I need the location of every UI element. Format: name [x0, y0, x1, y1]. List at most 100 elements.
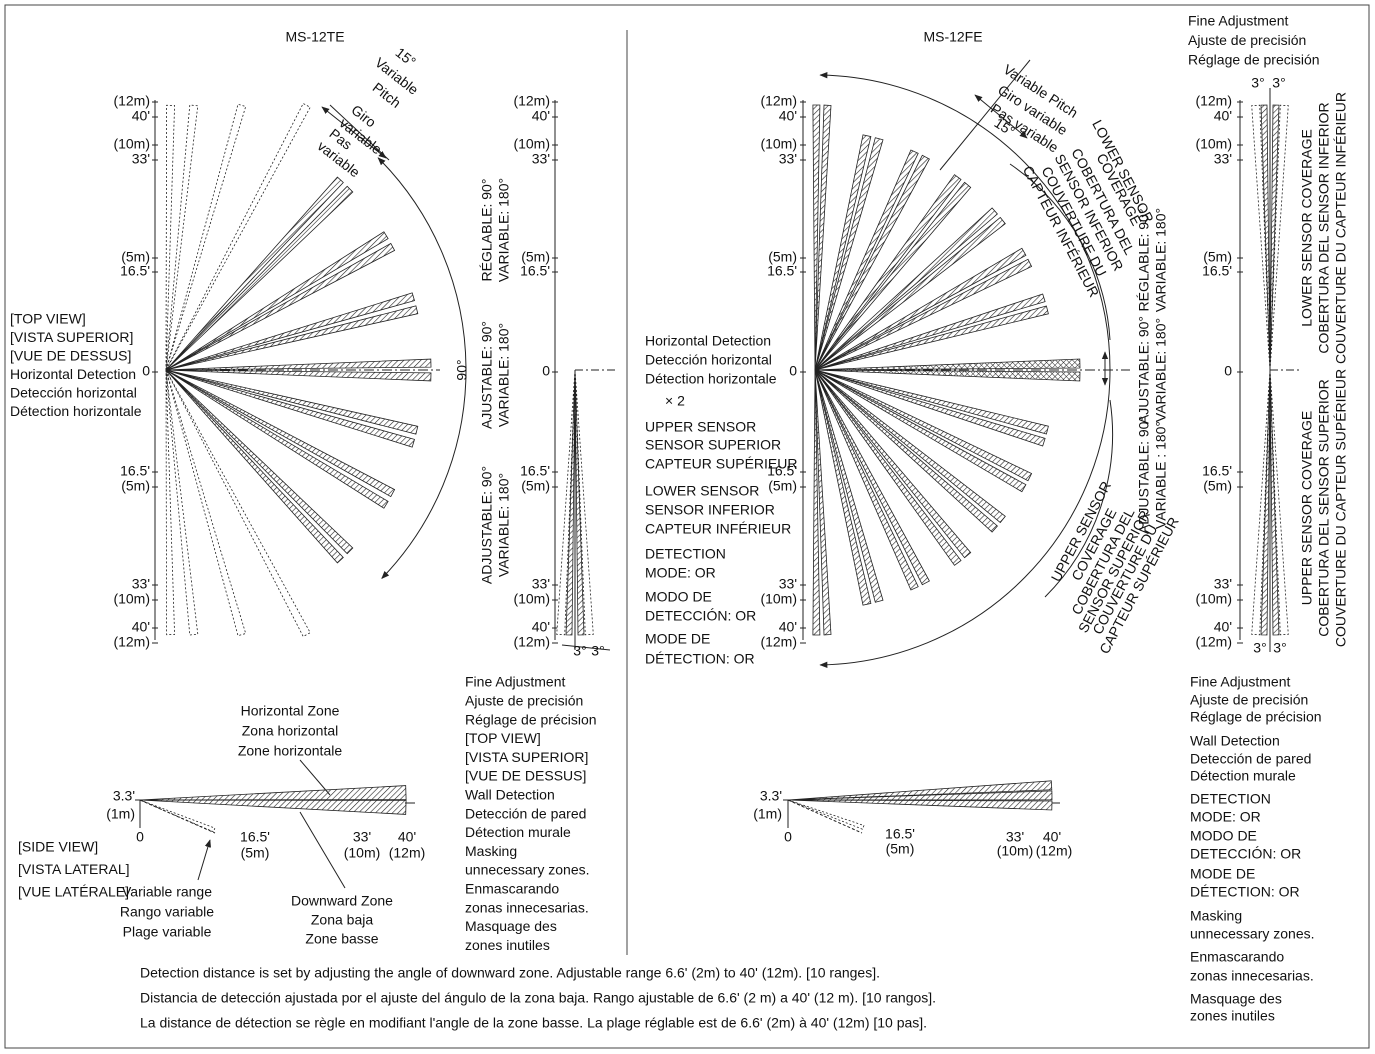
axis-label: 33' [1214, 151, 1232, 167]
legend-text: CAPTEUR INFÉRIEUR [645, 521, 791, 537]
axis-label: 0 [784, 829, 792, 845]
axis-label: (12m) [1036, 843, 1073, 859]
axis-label: 0 [542, 363, 550, 379]
detection-zone [1251, 104, 1271, 371]
range-label: ADJUSTABLE: 90° [1136, 416, 1152, 534]
leader [299, 759, 331, 796]
note-text: Détection murale [1190, 768, 1296, 784]
axis-label: 16.5' [240, 829, 270, 845]
label: [TOP VIEW] [465, 730, 541, 746]
detection-zone [814, 369, 962, 566]
detection-zone [814, 154, 930, 371]
coverage-label: UPPER SENSOR COVERAGE [1299, 411, 1315, 606]
axis-label: 40' [1214, 108, 1232, 124]
note-text: zones inutiles [1190, 1008, 1275, 1024]
model-title: MS-12TE [285, 29, 344, 45]
label: Zona baja [311, 912, 373, 928]
detection-zone [814, 247, 1027, 371]
detection-zone [165, 185, 354, 371]
axis-label: (5m) [521, 249, 550, 265]
detection-zone [814, 369, 1027, 493]
axis-label: 16.5' [767, 263, 797, 279]
label: Detección de pared [465, 805, 586, 821]
note-text: Enmascarando [1190, 949, 1284, 965]
legend-text: SENSOR SUPERIOR [645, 437, 781, 453]
label: [VUE LATÉRALE] [18, 884, 129, 900]
note-text: Réglage de précision [1190, 709, 1322, 725]
label: Détection murale [465, 824, 571, 840]
range-label: RÉGLABLE: 90° [479, 179, 495, 282]
label: Plage variable [123, 924, 212, 940]
legend-text: LOWER SENSOR [645, 483, 759, 499]
angle-label: 3° [573, 643, 586, 659]
axis-label: 40' [398, 829, 416, 845]
note-text: Wall Detection [1190, 733, 1280, 749]
detection-zone [574, 369, 594, 636]
detection-zone [814, 369, 1049, 435]
detection-zone [814, 174, 962, 371]
label: Réglage de précision [465, 711, 597, 727]
axis-label: 33' [532, 151, 550, 167]
detection-zone [814, 369, 1081, 382]
legend-text: MODE DE [645, 631, 710, 647]
pitch-arrow [321, 106, 387, 159]
legend-text: × 2 [665, 393, 685, 409]
note-text: Fine Adjustment [1190, 674, 1290, 690]
detection-zone [165, 369, 176, 636]
detection-zone [814, 369, 919, 591]
detection-zone [814, 369, 872, 606]
detection-zone [787, 780, 1053, 801]
detection-zone [814, 149, 919, 371]
angle-label: 3° [1251, 75, 1264, 91]
pitch-arrow [974, 94, 1028, 139]
label: [VUE DE DESSUS] [465, 768, 586, 784]
detection-zone [165, 369, 344, 564]
axis-label: (12m) [760, 634, 797, 650]
detection-zone [814, 358, 1081, 371]
axis-label: 3.3' [760, 788, 782, 804]
label: zonas innecesarias. [465, 899, 589, 915]
detection-zone [1260, 369, 1271, 636]
label: [TOP VIEW] [10, 311, 86, 327]
detection-zone [165, 104, 176, 371]
legend-text: SENSOR INFERIOR [645, 502, 775, 518]
detection-zone [574, 369, 585, 636]
detection-zone [165, 104, 199, 371]
detection-zone [787, 799, 1053, 811]
axis-label: (10m) [113, 136, 150, 152]
axis-label: (10m) [513, 591, 550, 607]
axis-label: 40' [779, 108, 797, 124]
detection-zone [139, 785, 407, 801]
axis-label: (12m) [760, 93, 797, 109]
axis-label: 16.5' [1202, 463, 1232, 479]
axis-label: 40' [532, 108, 550, 124]
axis-label: (12m) [113, 634, 150, 650]
legend-text: UPPER SENSOR [645, 419, 756, 435]
footer-text: Distancia de detección ajustada por el a… [140, 990, 936, 1006]
note-text: unnecessary zones. [1190, 926, 1315, 942]
detection-zone [165, 176, 344, 371]
angle-arc [819, 71, 1111, 669]
label: Fine Adjustment [1188, 13, 1288, 29]
axis-label: 40' [532, 619, 550, 635]
detection-zone [165, 369, 311, 638]
axis-label: (12m) [513, 93, 550, 109]
detection-zone [1269, 369, 1280, 636]
pitch-line [329, 104, 390, 161]
axis-label: (12m) [389, 845, 426, 861]
axis-label: (12m) [513, 634, 550, 650]
axis-label: (5m) [241, 845, 270, 861]
note-text: Masquage des [1190, 991, 1282, 1007]
axis-label: (10m) [513, 136, 550, 152]
angle-label: 90° [454, 359, 470, 380]
axis-label: (5m) [121, 478, 150, 494]
range-label: RÉGLABLE: 90° [1136, 209, 1152, 312]
label: Zona horizontal [242, 723, 339, 739]
axis-label: 0 [142, 363, 150, 379]
coverage-label: COBERTURA DEL SENSOR SUPERIOR [1316, 379, 1332, 637]
note-text: MODE: OR [1190, 809, 1261, 825]
range-label: VARIABLE: 180° [496, 473, 512, 577]
axis-label: 16.5' [767, 463, 797, 479]
detection-zone [165, 102, 311, 371]
label: [VUE DE DESSUS] [10, 348, 131, 364]
